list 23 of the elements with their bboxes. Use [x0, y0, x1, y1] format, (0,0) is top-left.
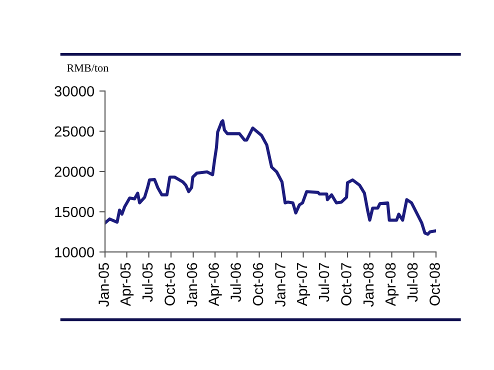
x-tick-label: Apr-07: [296, 263, 310, 306]
x-tick-label: Jan-08: [363, 263, 374, 307]
y-tick-label: 15000: [55, 206, 94, 218]
y-tick-label: 20000: [54, 166, 94, 177]
y-tick-label: 25000: [54, 126, 94, 137]
y-tick-label: 10000: [55, 247, 94, 258]
x-tick-label: Jul-05: [142, 262, 153, 302]
x-tick-label: Oct-08: [430, 263, 440, 306]
x-tick-label: Jul-07: [318, 263, 330, 302]
line-series: [105, 119, 436, 236]
y-axis-title: RMB/ton: [67, 64, 109, 72]
x-tick-label: Oct-05: [164, 262, 175, 306]
x-tick-label: Apr-08: [385, 263, 399, 306]
x-tick-label: Jul-06: [230, 263, 241, 302]
x-tick-label: Oct-07: [341, 263, 352, 306]
x-tick-label: Oct-06: [252, 263, 264, 306]
x-tick-label: Jan-05: [98, 262, 109, 307]
x-tick-label: Jan-07: [275, 263, 286, 307]
x-tick-label: Apr-06: [208, 263, 222, 306]
x-tick-label: Jul-08: [406, 263, 418, 302]
x-tick-label: Apr-05: [120, 262, 134, 306]
x-tick-label: Jan-06: [186, 263, 198, 307]
y-tick-label: 30000: [54, 86, 94, 96]
